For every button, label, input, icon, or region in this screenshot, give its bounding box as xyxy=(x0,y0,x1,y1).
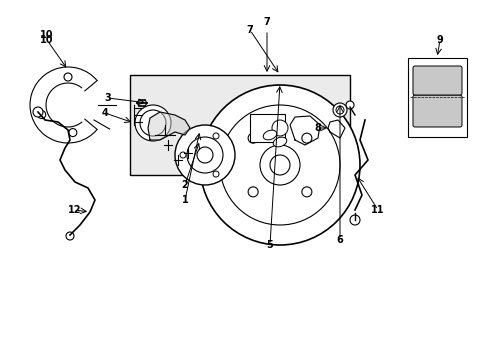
Bar xyxy=(249,114,285,142)
Circle shape xyxy=(346,101,353,109)
FancyBboxPatch shape xyxy=(412,66,461,95)
Text: 3: 3 xyxy=(104,93,111,103)
Circle shape xyxy=(180,152,185,158)
Circle shape xyxy=(332,103,346,117)
Circle shape xyxy=(186,137,223,173)
Circle shape xyxy=(66,232,74,240)
Text: 11: 11 xyxy=(370,205,384,215)
Circle shape xyxy=(260,145,299,185)
Text: 10: 10 xyxy=(40,35,54,45)
Circle shape xyxy=(64,73,72,81)
Circle shape xyxy=(33,107,43,117)
Circle shape xyxy=(200,85,359,245)
Text: 7: 7 xyxy=(246,25,253,35)
Text: 5: 5 xyxy=(266,240,273,250)
Text: 10: 10 xyxy=(40,30,54,40)
Circle shape xyxy=(38,111,45,118)
Circle shape xyxy=(269,155,289,175)
Circle shape xyxy=(247,187,258,197)
Circle shape xyxy=(301,187,311,197)
Text: 1: 1 xyxy=(181,195,188,205)
Text: 4: 4 xyxy=(102,108,108,118)
Text: 9: 9 xyxy=(436,35,443,45)
Text: 8: 8 xyxy=(314,123,321,133)
FancyBboxPatch shape xyxy=(130,75,349,175)
Circle shape xyxy=(69,129,77,136)
Circle shape xyxy=(220,105,339,225)
Circle shape xyxy=(197,147,213,163)
Circle shape xyxy=(247,133,258,143)
FancyBboxPatch shape xyxy=(412,95,461,127)
Circle shape xyxy=(335,106,343,114)
Circle shape xyxy=(301,133,311,143)
Text: 6: 6 xyxy=(336,235,343,245)
Circle shape xyxy=(135,105,171,141)
Ellipse shape xyxy=(273,137,286,147)
Text: 7: 7 xyxy=(263,17,270,27)
Text: 12: 12 xyxy=(68,205,81,215)
Circle shape xyxy=(271,120,287,136)
Circle shape xyxy=(213,171,219,177)
Circle shape xyxy=(175,125,235,185)
Text: 2: 2 xyxy=(181,180,188,190)
Circle shape xyxy=(140,110,165,136)
Ellipse shape xyxy=(263,130,276,140)
Polygon shape xyxy=(148,112,190,140)
FancyBboxPatch shape xyxy=(407,58,466,137)
Circle shape xyxy=(213,133,219,139)
Circle shape xyxy=(349,215,359,225)
